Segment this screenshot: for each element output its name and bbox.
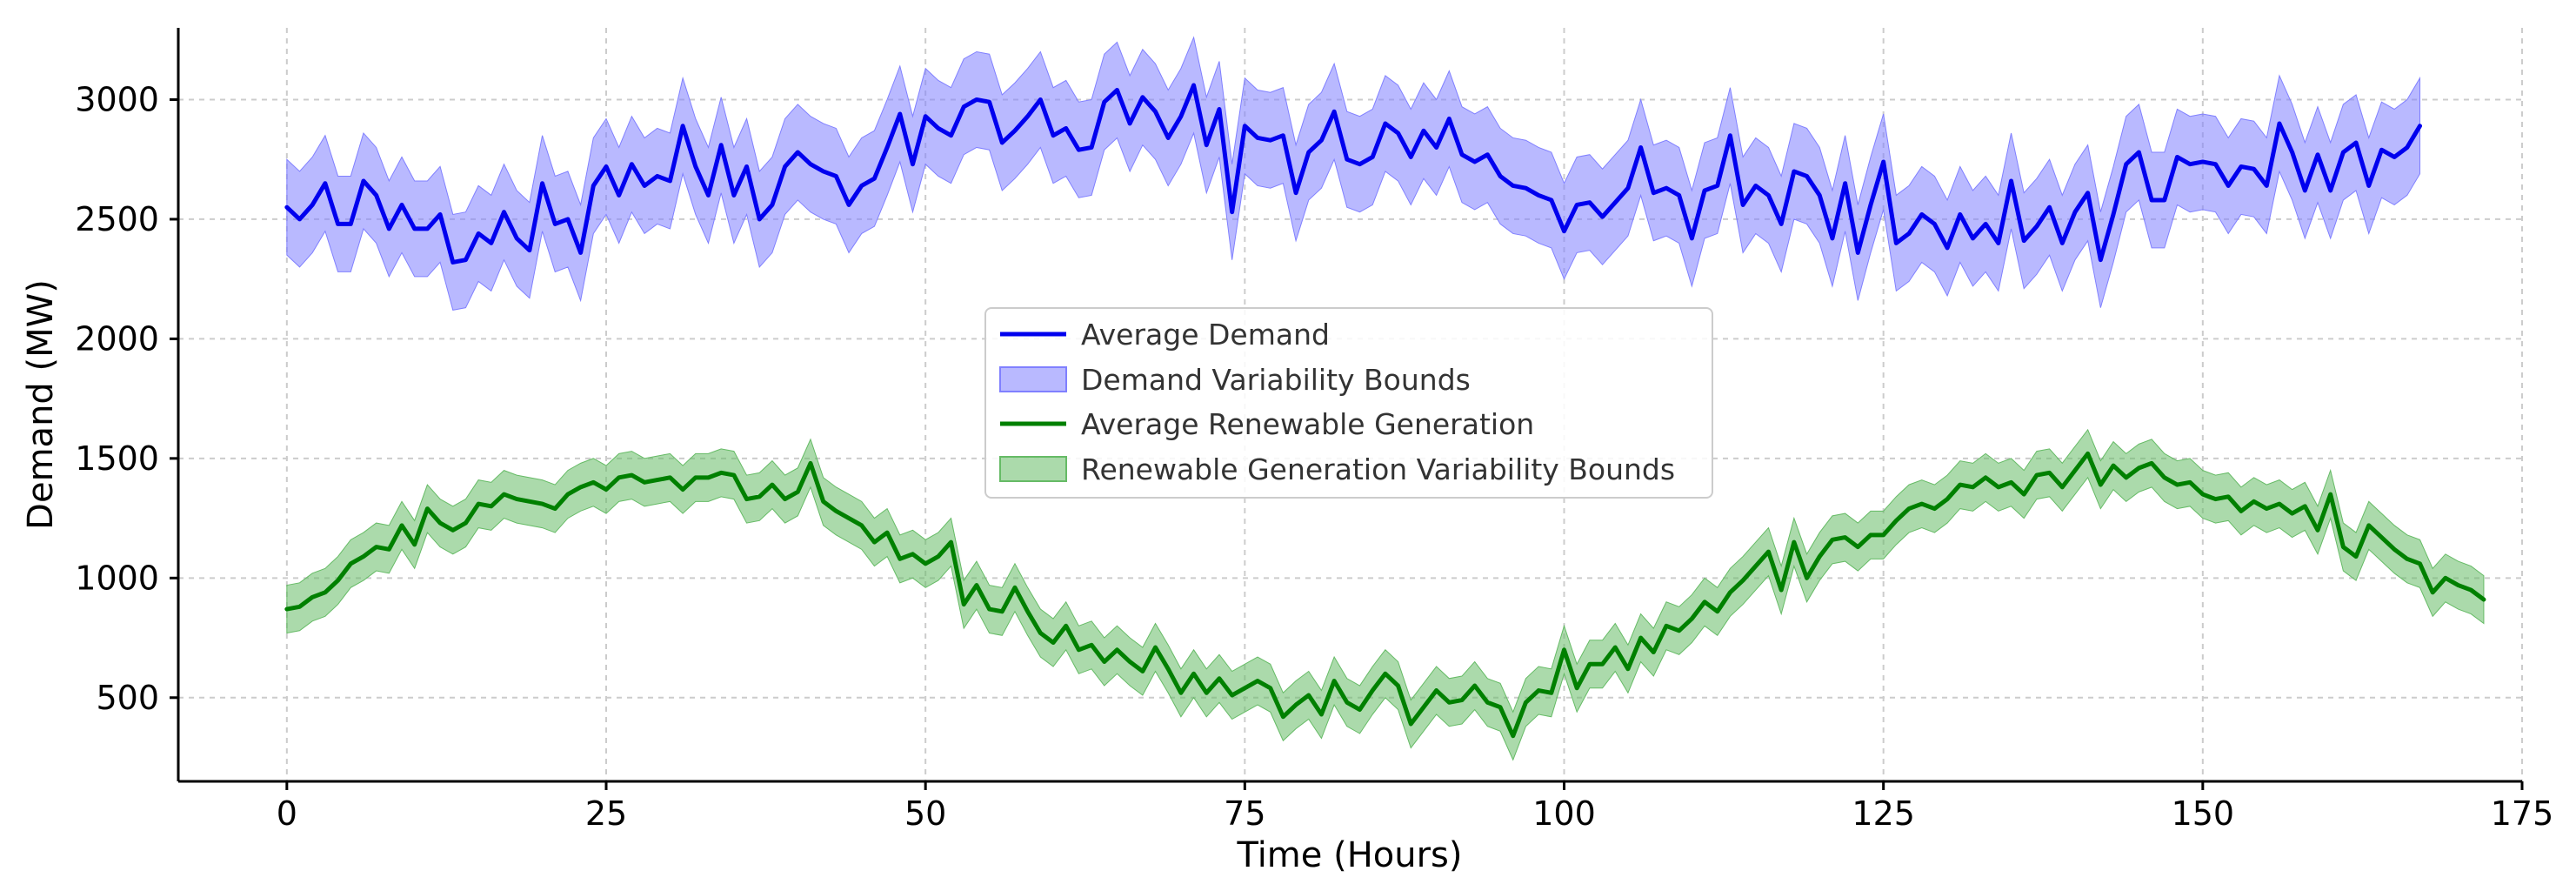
y-axis-title: Demand (MW) [21,279,61,530]
x-tick-label: 0 [277,794,297,833]
legend-frame [984,307,1713,499]
x-axis-title: Time (Hours) [1236,835,1462,875]
ticks: 0 25 50 75 100 125 150 175 500 1000 1500 2000 2500 30… [75,80,2553,833]
y-tick-label: 1000 [75,559,159,597]
average-demand-line [284,83,2423,265]
x-tick-label: 125 [1852,794,1915,833]
y-tick-label: 3000 [75,80,159,118]
legend-label-average-demand: Average Demand [1081,318,1330,352]
y-tick-label: 1500 [75,439,159,478]
x-tick-label: 50 [904,794,946,833]
y-tick-label: 500 [96,679,159,717]
series-lines [284,83,2486,739]
y-tick-label: 2500 [75,200,159,238]
legend-swatch-demand-bounds [999,366,1067,392]
x-tick-label: 75 [1224,794,1265,833]
demand-variability-bounds-band [286,36,2421,311]
y-tick-label: 2000 [75,319,159,358]
legend: Average Demand Demand Variability Bounds… [984,307,1713,499]
legend-label-demand-bounds: Demand Variability Bounds [1081,363,1471,397]
legend-swatch-renewable-bounds [999,456,1067,482]
axes [177,28,2522,783]
average-renewable-generation-line [284,451,2486,739]
legend-label-average-renewable: Average Renewable Generation [1081,407,1534,441]
legend-label-renewable-bounds: Renewable Generation Variability Bounds [1081,452,1675,486]
x-tick-label: 150 [2172,794,2235,833]
x-tick-label: 25 [585,794,627,833]
x-tick-label: 175 [2491,794,2554,833]
x-tick-label: 100 [1532,794,1596,833]
